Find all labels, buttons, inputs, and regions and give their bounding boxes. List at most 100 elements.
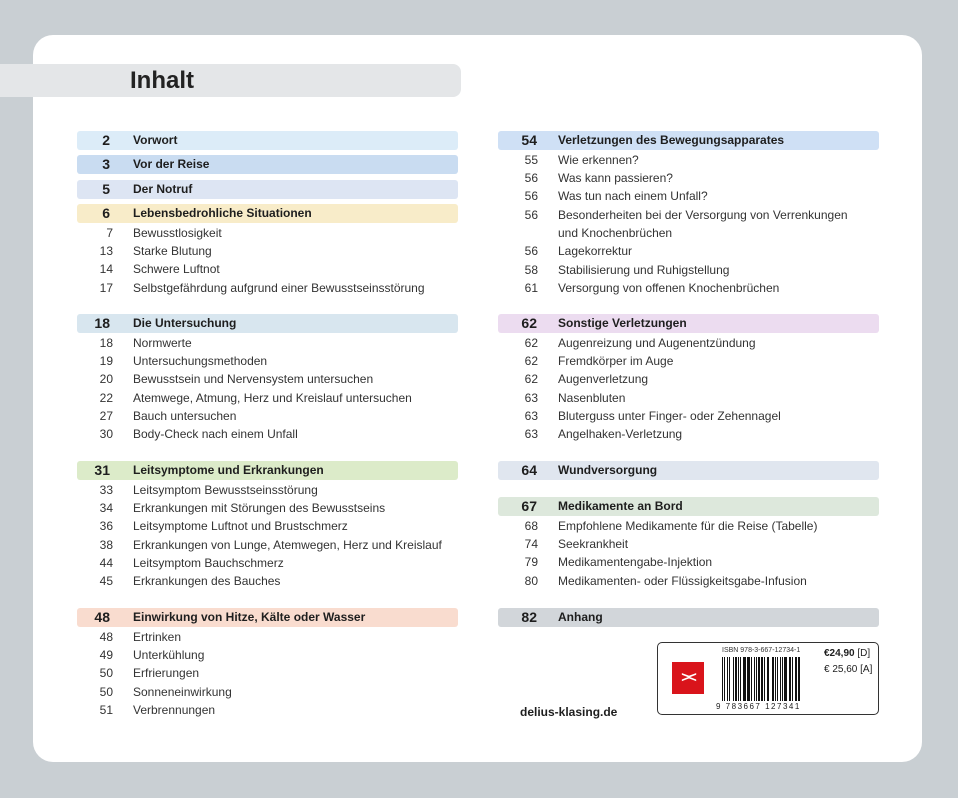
entry-title: Erkrankungen mit Störungen des Bewusstse… (133, 500, 386, 515)
entry-page: 56 (524, 189, 538, 204)
section-page: 67 (521, 497, 537, 514)
entry-title: und Knochenbrüchen (558, 226, 673, 241)
barcode-bar (761, 657, 763, 701)
toc-entry: 63 Nasenbluten (498, 389, 879, 407)
toc-section: 31 Leitsymptome und Erkrankungen 33 Leitsym… (77, 460, 458, 591)
section-title: Der Notruf (133, 181, 193, 196)
barcode-bar (742, 657, 746, 701)
barcode-bar (794, 657, 797, 701)
toc-entry: 68 Empfohlene Medikamente für die Reise (… (498, 517, 879, 535)
entry-title: Stabilisierung und Ruhigstellung (558, 262, 730, 277)
entry-page: 20 (99, 372, 113, 387)
entry-title: Fremdkörper im Auge (558, 353, 674, 368)
section-heading: 18 Die Untersuchung (77, 313, 458, 333)
toc-entry: 56 Was tun nach einem Unfall? (498, 187, 879, 205)
section-title: Medikamente an Bord (558, 498, 683, 513)
barcode-bar (774, 657, 776, 701)
entry-page: 58 (524, 262, 538, 277)
entry-title: Schwere Luftnot (133, 262, 220, 277)
entry-title: Wie erkennen? (558, 152, 639, 167)
entry-page: 17 (99, 280, 113, 295)
entry-title: Atemwege, Atmung, Herz und Kreislauf unt… (133, 390, 412, 405)
entry-page: 14 (99, 262, 113, 277)
entry-page: 63 (524, 390, 538, 405)
entry-page: 45 (99, 574, 113, 589)
entry-page: 51 (99, 703, 113, 718)
barcode-bar (746, 657, 748, 701)
toc-entry: 20 Bewusstsein und Nervensystem untersuch… (77, 370, 458, 388)
barcode-bar (740, 657, 742, 701)
toc-entry: 49 Unterkühlung (77, 646, 458, 664)
barcode-box: >< ISBN 978-3-667-12734-1 9 783667 12734… (657, 642, 879, 715)
barcode-bar (776, 657, 779, 701)
toc-entry: 56 Was kann passieren? (498, 169, 879, 187)
toc-entry: und Knochenbrüchen (498, 224, 879, 242)
barcode-bar (792, 657, 794, 701)
toc-entry: 58 Stabilisierung und Ruhigstellung (498, 261, 879, 279)
section-page: 2 (102, 131, 110, 148)
barcode-bar (755, 657, 757, 701)
entry-page: 68 (524, 518, 538, 533)
section-page: 3 (102, 155, 110, 172)
section-heading: 31 Leitsymptome und Erkrankungen (77, 460, 458, 480)
section-page: 5 (102, 180, 110, 197)
section-heading: 62 Sonstige Verletzungen (498, 313, 879, 333)
entry-page: 56 (524, 244, 538, 259)
entry-title: Medikamenten- oder Flüssigkeitsgabe-Infu… (558, 573, 807, 588)
entry-page: 50 (99, 684, 113, 699)
entry-title: Bluterguss unter Finger- oder Zehennagel (558, 409, 781, 424)
section-heading: 82 Anhang (498, 607, 879, 627)
toc-entry: 27 Bauch untersuchen (77, 407, 458, 425)
entry-page: 30 (99, 427, 113, 442)
barcode-bar (723, 657, 725, 701)
toc-entry: 74 Seekrankheit (498, 535, 879, 553)
toc-section: 18 Die Untersuchung 18 Normwerte 19 Untersuch… (77, 313, 458, 444)
entry-title: Ertrinken (133, 629, 182, 644)
toc-entry: 34 Erkrankungen mit Störungen des Bewusst… (77, 499, 458, 517)
entry-title: Versorgung von offenen Knochenbrüchen (558, 281, 780, 296)
entry-title: Leitsymptome Luftnot und Brustschmerz (133, 519, 348, 534)
section-title: Verletzungen des Bewegungsapparates (558, 132, 785, 147)
page-title: Inhalt (130, 67, 194, 94)
toc-section: 6 Lebensbedrohliche Situationen 7 Bewusstlo… (77, 203, 458, 298)
section-heading: 48 Einwirkung von Hitze, Kälte oder Wasse… (77, 607, 458, 627)
section-heading: 54 Verletzungen des Bewegungsapparates (498, 130, 879, 150)
section-title: Vorwort (133, 132, 178, 147)
toc-entry: 45 Erkrankungen des Bauches (77, 572, 458, 590)
barcode-bar (722, 657, 723, 701)
entry-title: Unterkühlung (133, 647, 205, 662)
entry-title: Normwerte (133, 335, 192, 350)
toc-entry: 44 Leitsymptom Bauchschmerz (77, 554, 458, 572)
barcode-bar (790, 657, 792, 701)
entry-title: Bauch untersuchen (133, 409, 237, 424)
section-title: Wundversorgung (558, 462, 658, 477)
toc-entry: 63 Angelhaken-Verletzung (498, 425, 879, 443)
toc-section: 54 Verletzungen des Bewegungsapparates 55 W… (498, 130, 879, 298)
barcode-bar (732, 657, 734, 701)
toc-section: 2 Vorwort (77, 130, 458, 151)
section-heading: 3 Vor der Reise (77, 154, 458, 174)
toc-entry: 55 Wie erkennen? (498, 151, 879, 169)
toc-entry: 38 Erkrankungen von Lunge, Atemwegen, Her… (77, 536, 458, 554)
entry-page: 79 (524, 555, 538, 570)
toc-entry: 22 Atemwege, Atmung, Herz und Kreislauf u… (77, 389, 458, 407)
barcode-bar (753, 657, 755, 701)
entry-title: Angelhaken-Verletzung (558, 427, 683, 442)
section-title: Lebensbedrohliche Situationen (133, 205, 312, 220)
section-page: 54 (521, 131, 537, 148)
toc-entry: 50 Erfrierungen (77, 664, 458, 682)
entry-title: Erkrankungen von Lunge, Atemwegen, Herz … (133, 537, 442, 552)
entry-title: Medikamentengabe-Injektion (558, 555, 713, 570)
barcode-bar (768, 657, 770, 701)
barcode-bar (766, 657, 768, 701)
entry-page: 19 (99, 353, 113, 368)
toc-entry: 56 Besonderheiten bei der Versorgung von … (498, 206, 879, 224)
barcode-bar (797, 657, 799, 701)
section-title: Anhang (558, 609, 603, 624)
toc-section: 82 Anhang (498, 607, 879, 628)
section-page: 31 (94, 461, 110, 478)
entry-page: 27 (99, 409, 113, 424)
entry-title: Verbrennungen (133, 703, 216, 718)
entry-title: Was tun nach einem Unfall? (558, 189, 708, 204)
toc-entry: 62 Fremdkörper im Auge (498, 352, 879, 370)
